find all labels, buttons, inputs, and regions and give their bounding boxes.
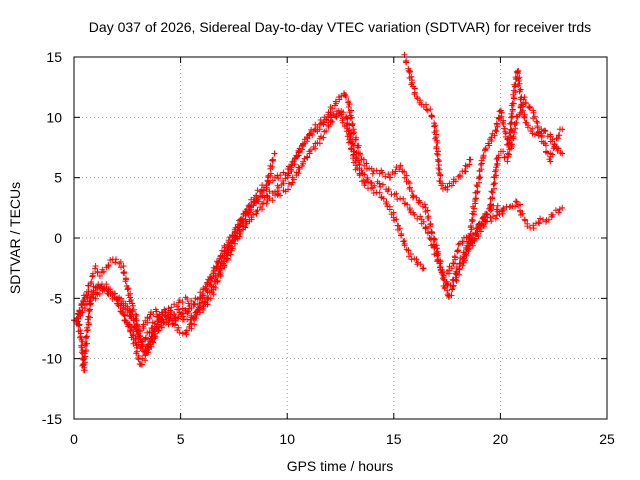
series-track-5 [120, 301, 197, 356]
y-tick-label: 5 [54, 170, 62, 186]
x-tick-label: 10 [279, 431, 295, 447]
x-axis-label: GPS time / hours [287, 458, 394, 474]
plus-markers [73, 107, 506, 356]
series-track-7 [463, 67, 566, 253]
data-series [71, 51, 566, 374]
y-tick-label: -15 [42, 411, 62, 427]
series-track-3 [73, 107, 506, 356]
y-axis-label: SDTVAR / TECUs [7, 182, 23, 294]
plus-markers [120, 301, 197, 356]
axis-ticks: 0 5 10 15 20 25 -15 -10 -5 0 5 10 15 [42, 49, 615, 447]
y-tick-label: -5 [50, 290, 63, 306]
series-track-6 [401, 51, 474, 193]
x-tick-label: 20 [493, 431, 509, 447]
x-tick-label: 5 [177, 431, 185, 447]
plus-markers [463, 67, 566, 253]
x-tick-label: 25 [599, 431, 615, 447]
plus-markers [444, 94, 566, 277]
y-tick-label: -10 [42, 351, 62, 367]
series-track-4 [75, 150, 278, 345]
y-tick-label: 15 [46, 49, 62, 65]
plus-markers [75, 150, 278, 345]
y-tick-label: 0 [54, 230, 62, 246]
chart-title: Day 037 of 2026, Sidereal Day-to-day VTE… [89, 19, 591, 35]
y-tick-label: 10 [46, 109, 62, 125]
x-tick-label: 0 [70, 431, 78, 447]
x-tick-label: 15 [386, 431, 402, 447]
series-track-2 [71, 90, 566, 374]
series-track-8 [444, 94, 566, 277]
plus-markers [71, 90, 566, 374]
plus-markers [401, 51, 474, 193]
